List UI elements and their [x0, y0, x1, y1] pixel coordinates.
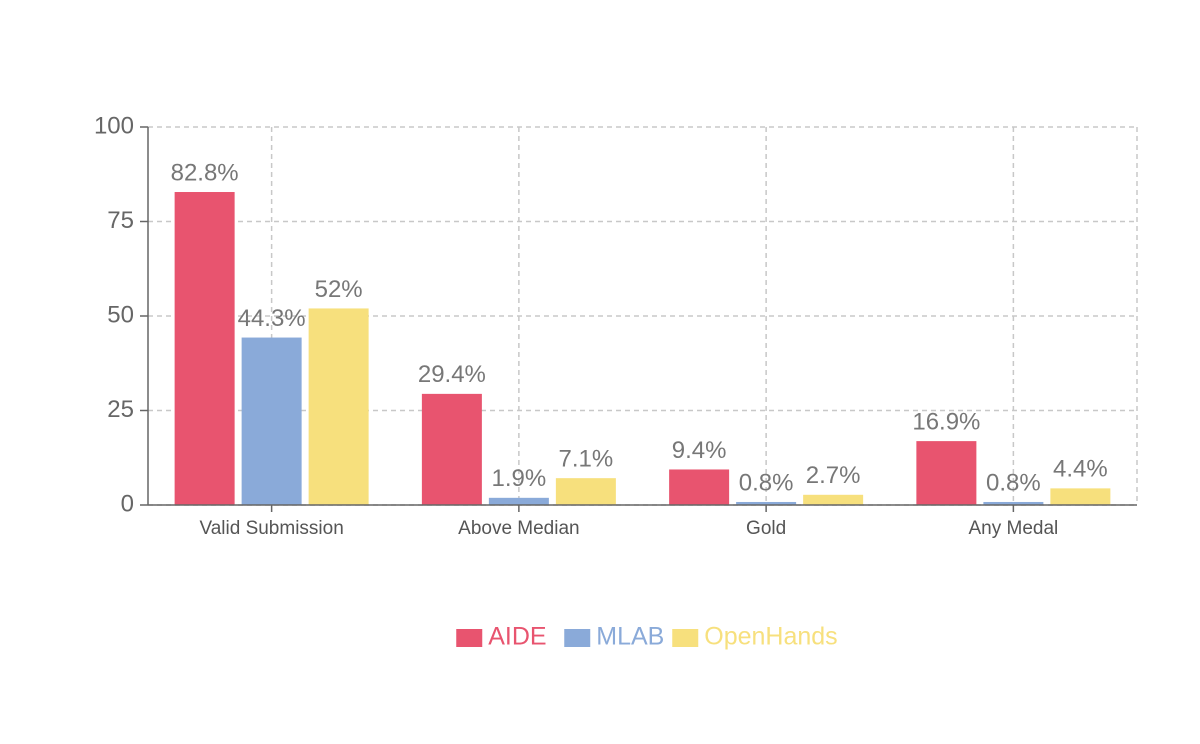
value-label: 2.7% — [806, 462, 861, 489]
y-tick-label: 75 — [107, 207, 134, 234]
x-tick-label: Any Medal — [968, 518, 1058, 539]
bar — [174, 192, 235, 506]
bar — [555, 478, 616, 505]
legend-label: OpenHands — [704, 623, 837, 651]
value-label: 4.4% — [1053, 456, 1108, 483]
bar — [736, 501, 797, 505]
value-label: 82.8% — [171, 159, 239, 186]
value-label: 0.8% — [986, 469, 1041, 496]
bar — [421, 393, 482, 505]
legend-swatch — [456, 629, 483, 647]
x-tick-label: Valid Submission — [199, 518, 343, 539]
bar — [241, 337, 302, 505]
x-tick-label: Above Median — [458, 518, 579, 539]
bar — [488, 497, 549, 505]
value-label: 9.4% — [672, 437, 727, 464]
y-tick-label: 50 — [107, 301, 134, 328]
bar — [916, 441, 977, 505]
legend-swatch — [564, 629, 591, 647]
legend-label: MLAB — [596, 623, 664, 651]
bar — [669, 469, 730, 505]
bar — [983, 501, 1044, 505]
value-label: 29.4% — [418, 361, 486, 388]
bar — [803, 494, 864, 505]
value-label: 16.9% — [912, 408, 980, 435]
value-label: 7.1% — [559, 446, 614, 473]
value-label: 44.3% — [238, 305, 306, 332]
x-tick-label: Gold — [746, 518, 786, 539]
bar — [1050, 488, 1111, 505]
value-label: 52% — [315, 276, 363, 303]
y-tick-label: 0 — [121, 490, 134, 517]
bar — [308, 308, 369, 505]
y-tick-label: 25 — [107, 396, 134, 423]
legend-swatch — [672, 629, 699, 647]
value-label: 0.8% — [739, 469, 794, 496]
value-label: 1.9% — [492, 465, 547, 492]
y-tick-label: 100 — [94, 112, 134, 139]
legend-label: AIDE — [488, 623, 546, 651]
